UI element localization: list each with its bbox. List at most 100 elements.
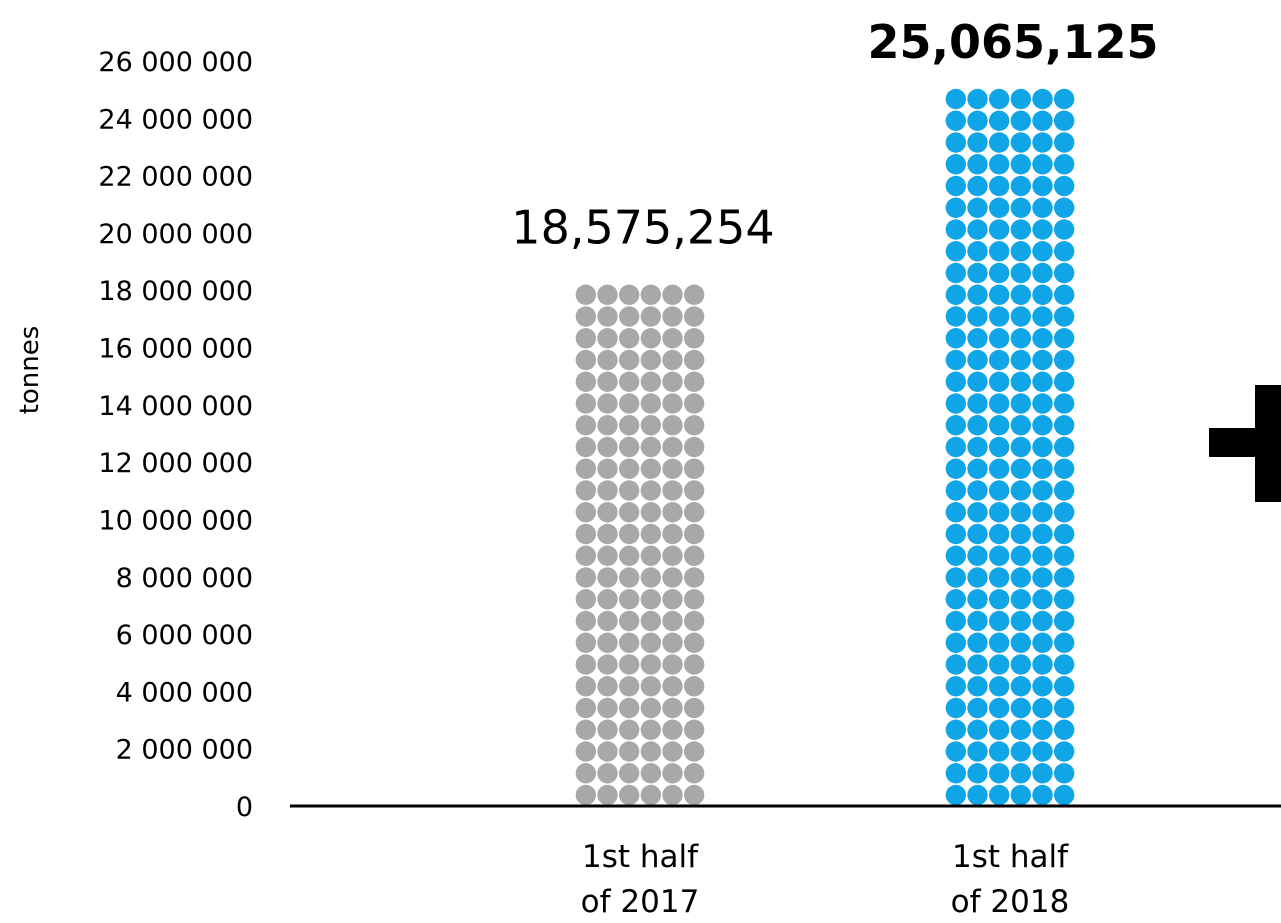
bar-dot — [988, 306, 1010, 327]
bar-dot — [967, 436, 988, 458]
bar-dot — [967, 458, 988, 479]
bar-dot — [967, 284, 988, 305]
x-category-label: 1st half — [582, 839, 699, 875]
bar-dot — [1032, 697, 1053, 719]
bar-dot — [1053, 262, 1075, 284]
bar-dot — [683, 415, 705, 436]
bar-dot — [1010, 697, 1032, 719]
bar-dot — [662, 589, 683, 610]
bar-dot — [967, 393, 988, 414]
bar-dot — [662, 567, 683, 588]
bar-dot — [1032, 741, 1053, 762]
bar-dot — [1032, 676, 1053, 697]
bar-dot — [662, 523, 683, 545]
bar-dot — [945, 371, 967, 392]
bar-dot — [618, 436, 640, 458]
bar-dot — [945, 502, 967, 523]
bar-dot — [662, 415, 683, 436]
bar-dot — [1053, 393, 1075, 414]
bar-dot — [640, 523, 662, 545]
bar-dot — [1032, 175, 1053, 197]
bar-dot — [662, 436, 683, 458]
bar-dot — [988, 589, 1010, 610]
y-tick-label: 24 000 000 — [98, 104, 253, 135]
bar-dot — [597, 480, 618, 501]
bar-dot — [640, 763, 662, 784]
bar-dot — [1010, 371, 1032, 392]
bar-dot — [945, 632, 967, 653]
bar-dot — [988, 741, 1010, 762]
bar-dot — [988, 284, 1010, 305]
bar-dot — [1010, 610, 1032, 632]
bar-dot — [945, 654, 967, 675]
bar-dot — [662, 306, 683, 327]
bar-dot — [597, 393, 618, 414]
bar-dot — [662, 328, 683, 349]
bar-dot — [967, 349, 988, 371]
bar-dot — [1010, 654, 1032, 675]
bar-dot — [640, 589, 662, 610]
bar-dot — [618, 654, 640, 675]
y-tick-label: 6 000 000 — [116, 620, 253, 651]
bar-dot — [597, 306, 618, 327]
bar-dot — [662, 654, 683, 675]
bar-dot — [597, 567, 618, 588]
bar-dot — [618, 697, 640, 719]
bar-dot — [597, 523, 618, 545]
bar-dot — [1010, 197, 1032, 218]
bar-dot — [662, 349, 683, 371]
y-tick-label: 4 000 000 — [116, 677, 253, 708]
bar-dot — [945, 328, 967, 349]
bar-dot — [662, 697, 683, 719]
bar-dot — [945, 676, 967, 697]
bar-dot — [1010, 458, 1032, 479]
bar-dot — [640, 371, 662, 392]
bar-dot — [967, 545, 988, 566]
bar-dot — [662, 458, 683, 479]
bar-dot — [618, 719, 640, 740]
bar-dot — [988, 371, 1010, 392]
bar-dot — [683, 458, 705, 479]
bar-dot — [1053, 349, 1075, 371]
bar-dot — [1010, 393, 1032, 414]
bar-dot — [1010, 589, 1032, 610]
bar-dot — [988, 415, 1010, 436]
bar-dot — [640, 610, 662, 632]
y-axis-ticks: 0 2 000 000 4 000 000 6 000 000 8 000 000 10 … — [98, 47, 253, 823]
bar-dot — [945, 393, 967, 414]
bar-dot — [640, 393, 662, 414]
bar-dot — [1032, 306, 1053, 327]
bar-dot — [1010, 241, 1032, 262]
bar-dot — [640, 719, 662, 740]
bar-dot — [988, 349, 1010, 371]
bar-dot — [575, 349, 597, 371]
x-category-label: of 2018 — [951, 884, 1070, 920]
bar-dot — [1053, 306, 1075, 327]
bar-dot — [988, 654, 1010, 675]
bar-dot — [988, 502, 1010, 523]
bar-dot — [683, 784, 705, 806]
bar-dot — [945, 262, 967, 284]
x-category-label: of 2017 — [581, 884, 700, 920]
bar-dot — [945, 88, 967, 110]
bar-dot — [1010, 741, 1032, 762]
bar-dot — [1010, 784, 1032, 806]
bar-dot — [662, 610, 683, 632]
bar-dot — [1032, 719, 1053, 740]
bar-dot — [1053, 415, 1075, 436]
bar-dot — [575, 545, 597, 566]
bar-dot — [683, 545, 705, 566]
bar-dot — [1053, 632, 1075, 653]
bar-dot — [640, 458, 662, 479]
bar-dot — [662, 741, 683, 762]
bar-dot — [988, 458, 1010, 479]
bar-dot — [1053, 676, 1075, 697]
bar-dot — [683, 371, 705, 392]
bar-dot — [618, 610, 640, 632]
bar-dot — [945, 284, 967, 305]
bar-dot — [640, 415, 662, 436]
data-label: 18,575,254 — [511, 201, 774, 255]
bar-dot — [575, 741, 597, 762]
bar-dot — [945, 349, 967, 371]
bar-dot — [967, 175, 988, 197]
